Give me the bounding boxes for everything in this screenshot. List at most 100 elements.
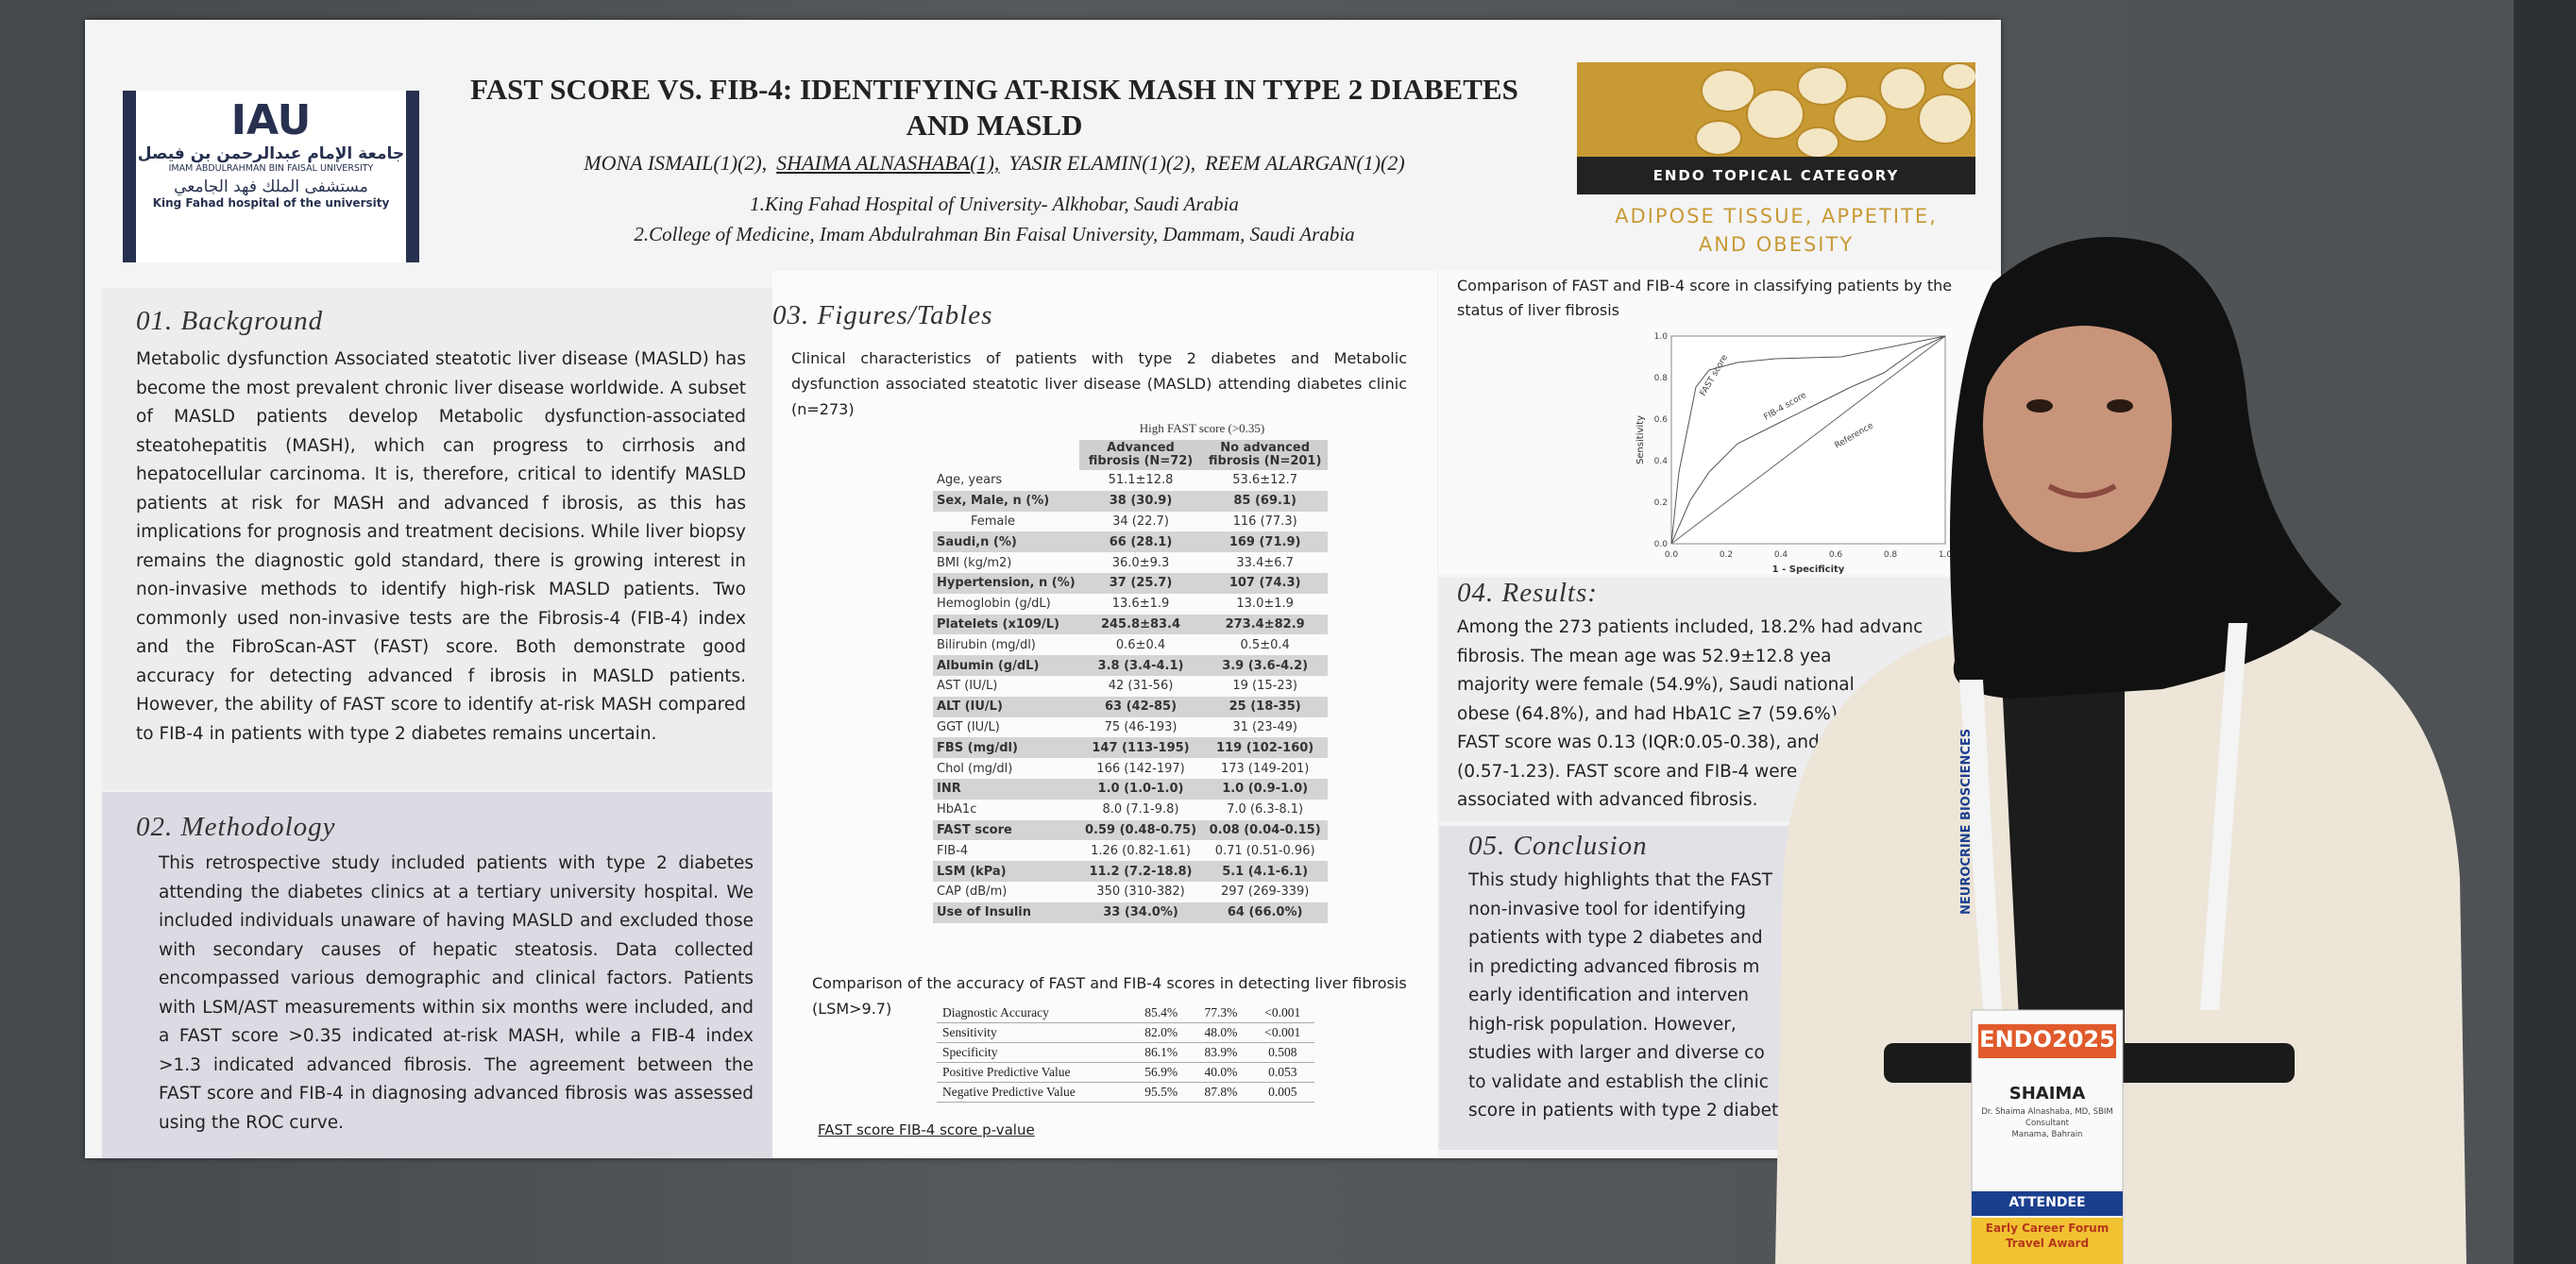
table1-row: Age, years 51.1±12.8 53.6±12.7 (933, 470, 1328, 491)
lanyard (1959, 623, 2247, 1010)
table1-row: GGT (IU/L) 75 (46-193) 31 (23-49) (933, 717, 1328, 738)
table2-cell: 82.0% (1131, 1022, 1192, 1043)
text-line: score in patients with type 2 diabet (1468, 1101, 1779, 1121)
table1-cell: 63 (42-85) (1078, 696, 1203, 717)
table1-cell: 350 (310-382) (1096, 885, 1185, 900)
wall-panel (2514, 0, 2576, 1264)
table2-row: Diagnostic Accuracy 85.4% 77.3% <0.001 (937, 1003, 1314, 1023)
table2-row: Sensitivity 82.0% 48.0% <0.001 (937, 1022, 1314, 1043)
fat-cells (1695, 62, 1975, 157)
table1-cell: 0.71 (0.51-0.96) (1214, 843, 1315, 858)
author: REEM ALARGAN(1)(2) (1205, 151, 1405, 175)
table1-cell: 0.6±0.4 (1115, 637, 1166, 652)
table1-row-label: HbA1c (937, 802, 977, 817)
table1-cell: 245.8±83.4 (1078, 614, 1203, 635)
table1-row: Use of Insulin 33 (34.0%) 64 (66.0%) (933, 902, 1328, 923)
badge-details: Dr. Shaima Alnashaba, MD, SBIM Consultant… (1972, 1106, 2123, 1140)
text-line: fibrosis. The mean age was 52.9±12.8 yea (1457, 646, 1832, 666)
table1-row-label: FAST score (933, 819, 1079, 841)
roc-x-tick-label: 0.6 (1829, 550, 1843, 560)
roc-chart: 0.00.0 0.2 0.2 0.4 0.4 0.6 0.6 0.8 0.8 1.0 1.0 1 - … (1635, 332, 1952, 575)
table1-row-label: Albumin (g/dL) (933, 655, 1079, 676)
table1-row: HbA1c 8.0 (7.1-9.8) 7.0 (6.3-8.1) (933, 800, 1328, 820)
text-line: patients with type 2 diabetes and (1468, 928, 1763, 948)
table1-cell: 75 (46-193) (1104, 719, 1178, 734)
section-heading: 02. Methodology (136, 812, 336, 842)
badge-award-bar (1972, 1218, 2123, 1264)
table1-cell: 13.6±1.9 (1111, 597, 1170, 612)
table1-cell: 119 (102-160) (1202, 737, 1328, 759)
mouth (2047, 483, 2117, 498)
table1-row: BMI (kg/m2) 36.0±9.3 33.4±6.7 (933, 552, 1328, 573)
logo-arabic-hospital: مستشفى الملك فهد الجامعي (174, 177, 368, 196)
table1-row-label: LSM (kPa) (933, 861, 1079, 882)
roc-caption: Comparison of FAST and FIB-4 score in cl… (1457, 277, 1953, 319)
table2-row-label: Sensitivity (937, 1022, 1132, 1043)
table1-cell: 25 (18-35) (1202, 696, 1328, 717)
table2-row-label: Diagnostic Accuracy (937, 1003, 1132, 1023)
table2-footer: FAST score FIB-4 score p-value (818, 1121, 1035, 1138)
roc-y-tick-label: 0.8 (1654, 374, 1669, 383)
table2-row: Positive Predictive Value 56.9% 40.0% 0.053 (937, 1062, 1314, 1083)
table1-group: High FAST score (>0.35) (1139, 421, 1265, 435)
table1-row-label: BMI (kg/m2) (937, 555, 1012, 570)
table2-row-label: Negative Predictive Value (937, 1082, 1132, 1103)
table1-row: AST (IU/L) 42 (31-56) 19 (15-23) (933, 676, 1328, 697)
table2-row: Specificity 86.1% 83.9% 0.508 (937, 1042, 1314, 1063)
logo-hospital: King Fahad hospital of the university (152, 196, 390, 210)
badge-role-bar (1972, 1191, 2123, 1216)
table1-row: FAST score 0.59 (0.48-0.75) 0.08 (0.04-0.1… (933, 819, 1328, 841)
text-line: non-invasive tool for identifying (1468, 899, 1746, 919)
badge-detail: Consultant (2025, 1119, 2069, 1128)
table1-cell: 166 (142-197) (1096, 761, 1185, 776)
affiliations: 1.King Fahad Hospital of University- Alk… (461, 189, 1528, 249)
table1-row: Hypertension, n (%) 37 (25.7) 107 (74.3) (933, 572, 1328, 594)
roc-x-tick-label: 0.8 (1884, 550, 1898, 560)
table1-cell: 36.0±9.3 (1111, 555, 1170, 570)
methodology-section (102, 792, 772, 1158)
logo-university: IMAM ABDULRAHMAN BIN FAISAL UNIVERSITY (168, 163, 374, 174)
table1-cell: 1.0 (1.0-1.0) (1078, 778, 1203, 800)
table1-row: Platelets (x109/L) 245.8±83.4 273.4±82.9 (933, 614, 1328, 635)
table1-row: FBS (mg/dl) 147 (113-195) 119 (102-160) (933, 737, 1328, 759)
table1-cell: 31 (23-49) (1232, 719, 1297, 734)
table1-cell: 19 (15-23) (1232, 679, 1297, 694)
table1-cell: 0.5±0.4 (1240, 637, 1290, 652)
logo-arabic: جامعة الإمام عبدالرحمن بن فيصل (137, 144, 405, 163)
conclusion-text: This study highlights that the FAST non-i… (1468, 867, 1988, 1126)
table1-cell: 1.0 (0.9-1.0) (1202, 778, 1328, 800)
table1-cell: 8.0 (7.1-9.8) (1102, 802, 1179, 817)
category-label: ENDO TOPICAL CATEGORY (1577, 157, 1975, 194)
section-heading: 01. Background (136, 306, 324, 336)
table1-cell: 1.26 (0.82-1.61) (1091, 843, 1191, 858)
table1-row: Chol (mg/dl) 166 (142-197) 173 (149-201) (933, 758, 1328, 779)
table1-row-label: INR (933, 778, 1079, 800)
table2-cell: 56.9% (1131, 1062, 1192, 1083)
roc-y-tick-label: 0.4 (1654, 457, 1669, 466)
badge-award: Early Career Forum Travel Award (1985, 1222, 2110, 1250)
table1-cell: 297 (269-339) (1220, 885, 1310, 900)
table1-row-label: ALT (IU/L) (933, 696, 1079, 717)
table1-header: Advanced fibrosis (N=72) No advanced fibr… (933, 440, 1328, 470)
hijab-front (1983, 283, 2177, 396)
table2-cell: <0.001 (1250, 1003, 1314, 1023)
table1-row-label: Platelets (x109/L) (933, 614, 1079, 635)
author: YASIR ELAMIN(1)(2), (1008, 151, 1196, 175)
text-line: studies with larger and diverse co (1468, 1043, 1765, 1063)
text-line: obese (64.8%), and had HbA1C ≥7 (59.6%).… (1457, 703, 1859, 724)
eye (2107, 399, 2133, 413)
fast-curve (1670, 335, 1946, 545)
poster-title: FAST SCORE VS. FIB-4: IDENTIFYING AT-RIS… (470, 73, 1518, 142)
table2-cell: 83.9% (1191, 1042, 1251, 1063)
table1-cell: 51.1±12.8 (1108, 473, 1174, 488)
logo-mark: IAU (230, 96, 312, 144)
badge-detail: Manama, Bahrain (2011, 1130, 2083, 1139)
table1: Advanced fibrosis (N=72) No advanced fibr… (933, 440, 1328, 923)
methodology-text: This retrospective study included patien… (159, 853, 754, 1133)
table2-cell: 0.508 (1250, 1042, 1314, 1063)
table1-row: FIB-4 1.26 (0.82-1.61) 0.71 (0.51-0.96) (933, 840, 1328, 861)
category-image (1577, 62, 1975, 157)
table1-row-label: Chol (mg/dl) (937, 761, 1013, 776)
